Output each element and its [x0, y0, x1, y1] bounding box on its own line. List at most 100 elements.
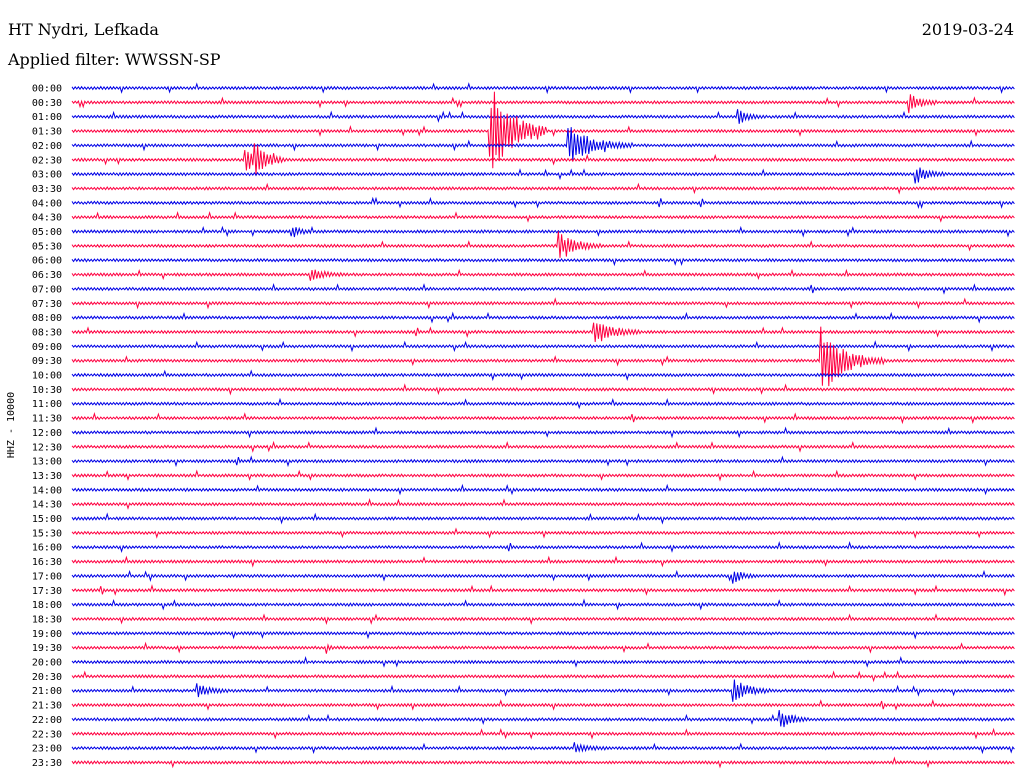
row-time-label: 17:00 [32, 571, 62, 582]
row-time-label: 15:30 [32, 528, 62, 539]
trace-1800 [71, 598, 1015, 611]
row-time-label: 12:00 [32, 428, 62, 439]
trace-0600 [71, 257, 1015, 267]
trace-0230 [71, 143, 1015, 175]
row-time-label: 07:00 [32, 284, 62, 295]
trace-1700 [71, 569, 1015, 584]
trace-1830 [71, 613, 1015, 626]
row-time-label: 03:00 [32, 170, 62, 181]
row-time-label: 03:30 [32, 184, 62, 195]
row-time-label: 07:30 [32, 299, 62, 310]
trace-0500 [71, 225, 1015, 238]
trace-0630 [71, 268, 1015, 281]
row-time-label: 04:00 [32, 198, 62, 209]
trace-0900 [71, 340, 1015, 353]
row-time-label: 06:00 [32, 256, 62, 267]
trace-0300 [71, 167, 1015, 184]
row-time-label: 22:00 [32, 715, 62, 726]
trace-0130 [71, 91, 1015, 169]
trace-0430 [71, 210, 1015, 223]
trace-0100 [71, 109, 1015, 124]
trace-1900 [71, 630, 1015, 640]
row-time-label: 12:30 [32, 442, 62, 453]
row-labels: 00:00 00:30 01:00 01:30 02:00 02:30 03:00 03:30… [32, 84, 62, 769]
trace-1200 [71, 426, 1015, 439]
trace-2030 [71, 670, 1015, 683]
trace-1400 [71, 483, 1015, 496]
trace-1000 [71, 369, 1015, 382]
row-time-label: 00:00 [32, 84, 62, 95]
row-time-label: 20:30 [32, 672, 62, 683]
trace-1430 [71, 497, 1015, 510]
row-time-label: 22:30 [32, 729, 62, 740]
trace-1300 [71, 455, 1015, 468]
row-time-label: 05:00 [32, 227, 62, 238]
trace-1730 [71, 584, 1015, 597]
row-time-label: 23:00 [32, 744, 62, 755]
row-time-label: 23:30 [32, 758, 62, 769]
row-time-label: 11:00 [32, 399, 62, 410]
trace-2000 [71, 655, 1015, 668]
trace-0530 [71, 231, 1015, 258]
trace-1330 [71, 469, 1015, 482]
row-time-label: 09:30 [32, 356, 62, 367]
trace-2230 [71, 727, 1015, 740]
trace-2100 [71, 679, 1015, 702]
row-time-label: 15:00 [32, 514, 62, 525]
filter-label: Applied filter: WWSSN-SP [8, 50, 221, 69]
trace-1230 [71, 440, 1015, 453]
trace-0700 [71, 282, 1015, 295]
trace-1030 [71, 383, 1015, 396]
row-time-label: 16:00 [32, 543, 62, 554]
row-time-label: 13:30 [32, 471, 62, 482]
trace-1100 [71, 397, 1015, 410]
row-time-label: 10:00 [32, 371, 62, 382]
row-time-label: 14:30 [32, 500, 62, 511]
row-time-label: 10:30 [32, 385, 62, 396]
trace-0000 [71, 82, 1015, 95]
row-time-label: 01:30 [32, 127, 62, 138]
trace-0930 [71, 326, 1015, 387]
row-time-label: 02:00 [32, 141, 62, 152]
row-time-label: 09:00 [32, 342, 62, 353]
row-time-label: 13:00 [32, 457, 62, 468]
trace-1600 [71, 540, 1015, 553]
row-time-label: 17:30 [32, 586, 62, 597]
trace-0400 [71, 196, 1015, 209]
date-label: 2019-03-24 [921, 20, 1014, 39]
row-time-label: 20:00 [32, 658, 62, 669]
row-time-label: 18:30 [32, 614, 62, 625]
row-time-label: 18:00 [32, 600, 62, 611]
row-time-label: 11:30 [32, 414, 62, 425]
row-time-label: 21:00 [32, 686, 62, 697]
trace-0830 [71, 322, 1015, 342]
row-time-label: 04:30 [32, 213, 62, 224]
row-time-label: 16:30 [32, 557, 62, 568]
row-time-label: 06:30 [32, 270, 62, 281]
y-axis-label: HHZ - 10000 [6, 392, 17, 458]
row-time-label: 08:30 [32, 327, 62, 338]
trace-2330 [71, 756, 1015, 769]
traces [71, 82, 1015, 769]
trace-1630 [71, 555, 1015, 568]
row-time-label: 21:30 [32, 701, 62, 712]
trace-0800 [71, 311, 1015, 324]
trace-2200 [71, 710, 1015, 728]
station-title: HT Nydri, Lefkada [8, 20, 159, 39]
trace-0030 [71, 94, 1015, 114]
trace-0200 [71, 127, 1015, 162]
row-time-label: 05:30 [32, 241, 62, 252]
trace-1930 [71, 641, 1015, 654]
row-time-label: 19:00 [32, 629, 62, 640]
row-time-label: 19:30 [32, 643, 62, 654]
trace-2130 [71, 698, 1015, 711]
row-time-label: 02:30 [32, 155, 62, 166]
trace-1530 [71, 527, 1015, 539]
row-time-label: 08:00 [32, 313, 62, 324]
trace-0330 [71, 182, 1015, 195]
row-time-label: 01:00 [32, 112, 62, 123]
trace-2300 [71, 742, 1015, 755]
row-time-label: 14:00 [32, 485, 62, 496]
trace-1130 [71, 412, 1015, 425]
